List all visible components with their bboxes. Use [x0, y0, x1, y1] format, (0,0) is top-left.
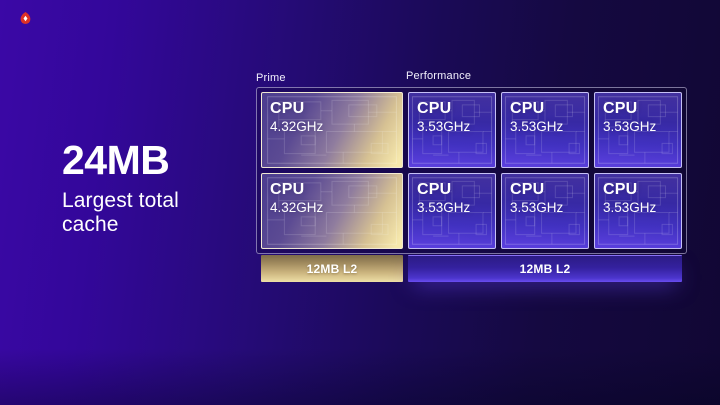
- cpu-core-name: CPU: [510, 181, 545, 198]
- cpu-core-name: CPU: [270, 100, 305, 117]
- cpu-core-frequency: 4.32GHz: [270, 119, 324, 134]
- cpu-tile-performance-3: CPU 3.53GHz: [594, 92, 682, 168]
- snapdragon-logo-icon: [20, 11, 31, 24]
- cpu-tile-performance-1: CPU 3.53GHz: [408, 92, 496, 168]
- headline-subtitle: Largest total cache: [62, 189, 252, 237]
- cpu-core-frequency: 3.53GHz: [510, 200, 564, 215]
- cpu-tile-performance-6: CPU 3.53GHz: [594, 173, 682, 249]
- headline-value: 24MB: [62, 137, 170, 183]
- prime-l2-cache-bar: 12MB L2: [261, 255, 403, 282]
- cpu-core-frequency: 4.32GHz: [270, 200, 324, 215]
- cpu-core-name: CPU: [603, 100, 638, 117]
- cpu-core-frequency: 3.53GHz: [510, 119, 564, 134]
- cpu-core-frequency: 3.53GHz: [417, 200, 471, 215]
- cpu-tile-performance-4: CPU 3.53GHz: [408, 173, 496, 249]
- cpu-core-name: CPU: [510, 100, 545, 117]
- cpu-core-name: CPU: [417, 100, 452, 117]
- cpu-core-frequency: 3.53GHz: [603, 119, 657, 134]
- cpu-core-name: CPU: [417, 181, 452, 198]
- cpu-cluster-diagram: CPU 4.32GHz CPU 3.53GHz CPU 3.53GHz CPU …: [256, 87, 687, 254]
- cpu-tile-performance-2: CPU 3.53GHz: [501, 92, 589, 168]
- performance-l2-cache-bar: 12MB L2: [408, 255, 682, 282]
- performance-cluster-label: Performance: [406, 70, 472, 82]
- cpu-tile-prime-2: CPU 4.32GHz: [261, 173, 403, 249]
- cpu-tile-performance-5: CPU 3.53GHz: [501, 173, 589, 249]
- prime-cluster-label: Prime: [256, 72, 286, 84]
- cpu-core-name: CPU: [603, 181, 638, 198]
- headline-subtitle-line1: Largest total: [62, 189, 179, 212]
- headline-block: 24MB Largest total cache: [62, 138, 252, 237]
- cpu-tile-prime-1: CPU 4.32GHz: [261, 92, 403, 168]
- cpu-core-frequency: 3.53GHz: [417, 119, 471, 134]
- cpu-core-frequency: 3.53GHz: [603, 200, 657, 215]
- headline-subtitle-line2: cache: [62, 213, 119, 236]
- cpu-core-name: CPU: [270, 181, 305, 198]
- l2-cache-bars: 12MB L2 12MB L2: [261, 255, 682, 282]
